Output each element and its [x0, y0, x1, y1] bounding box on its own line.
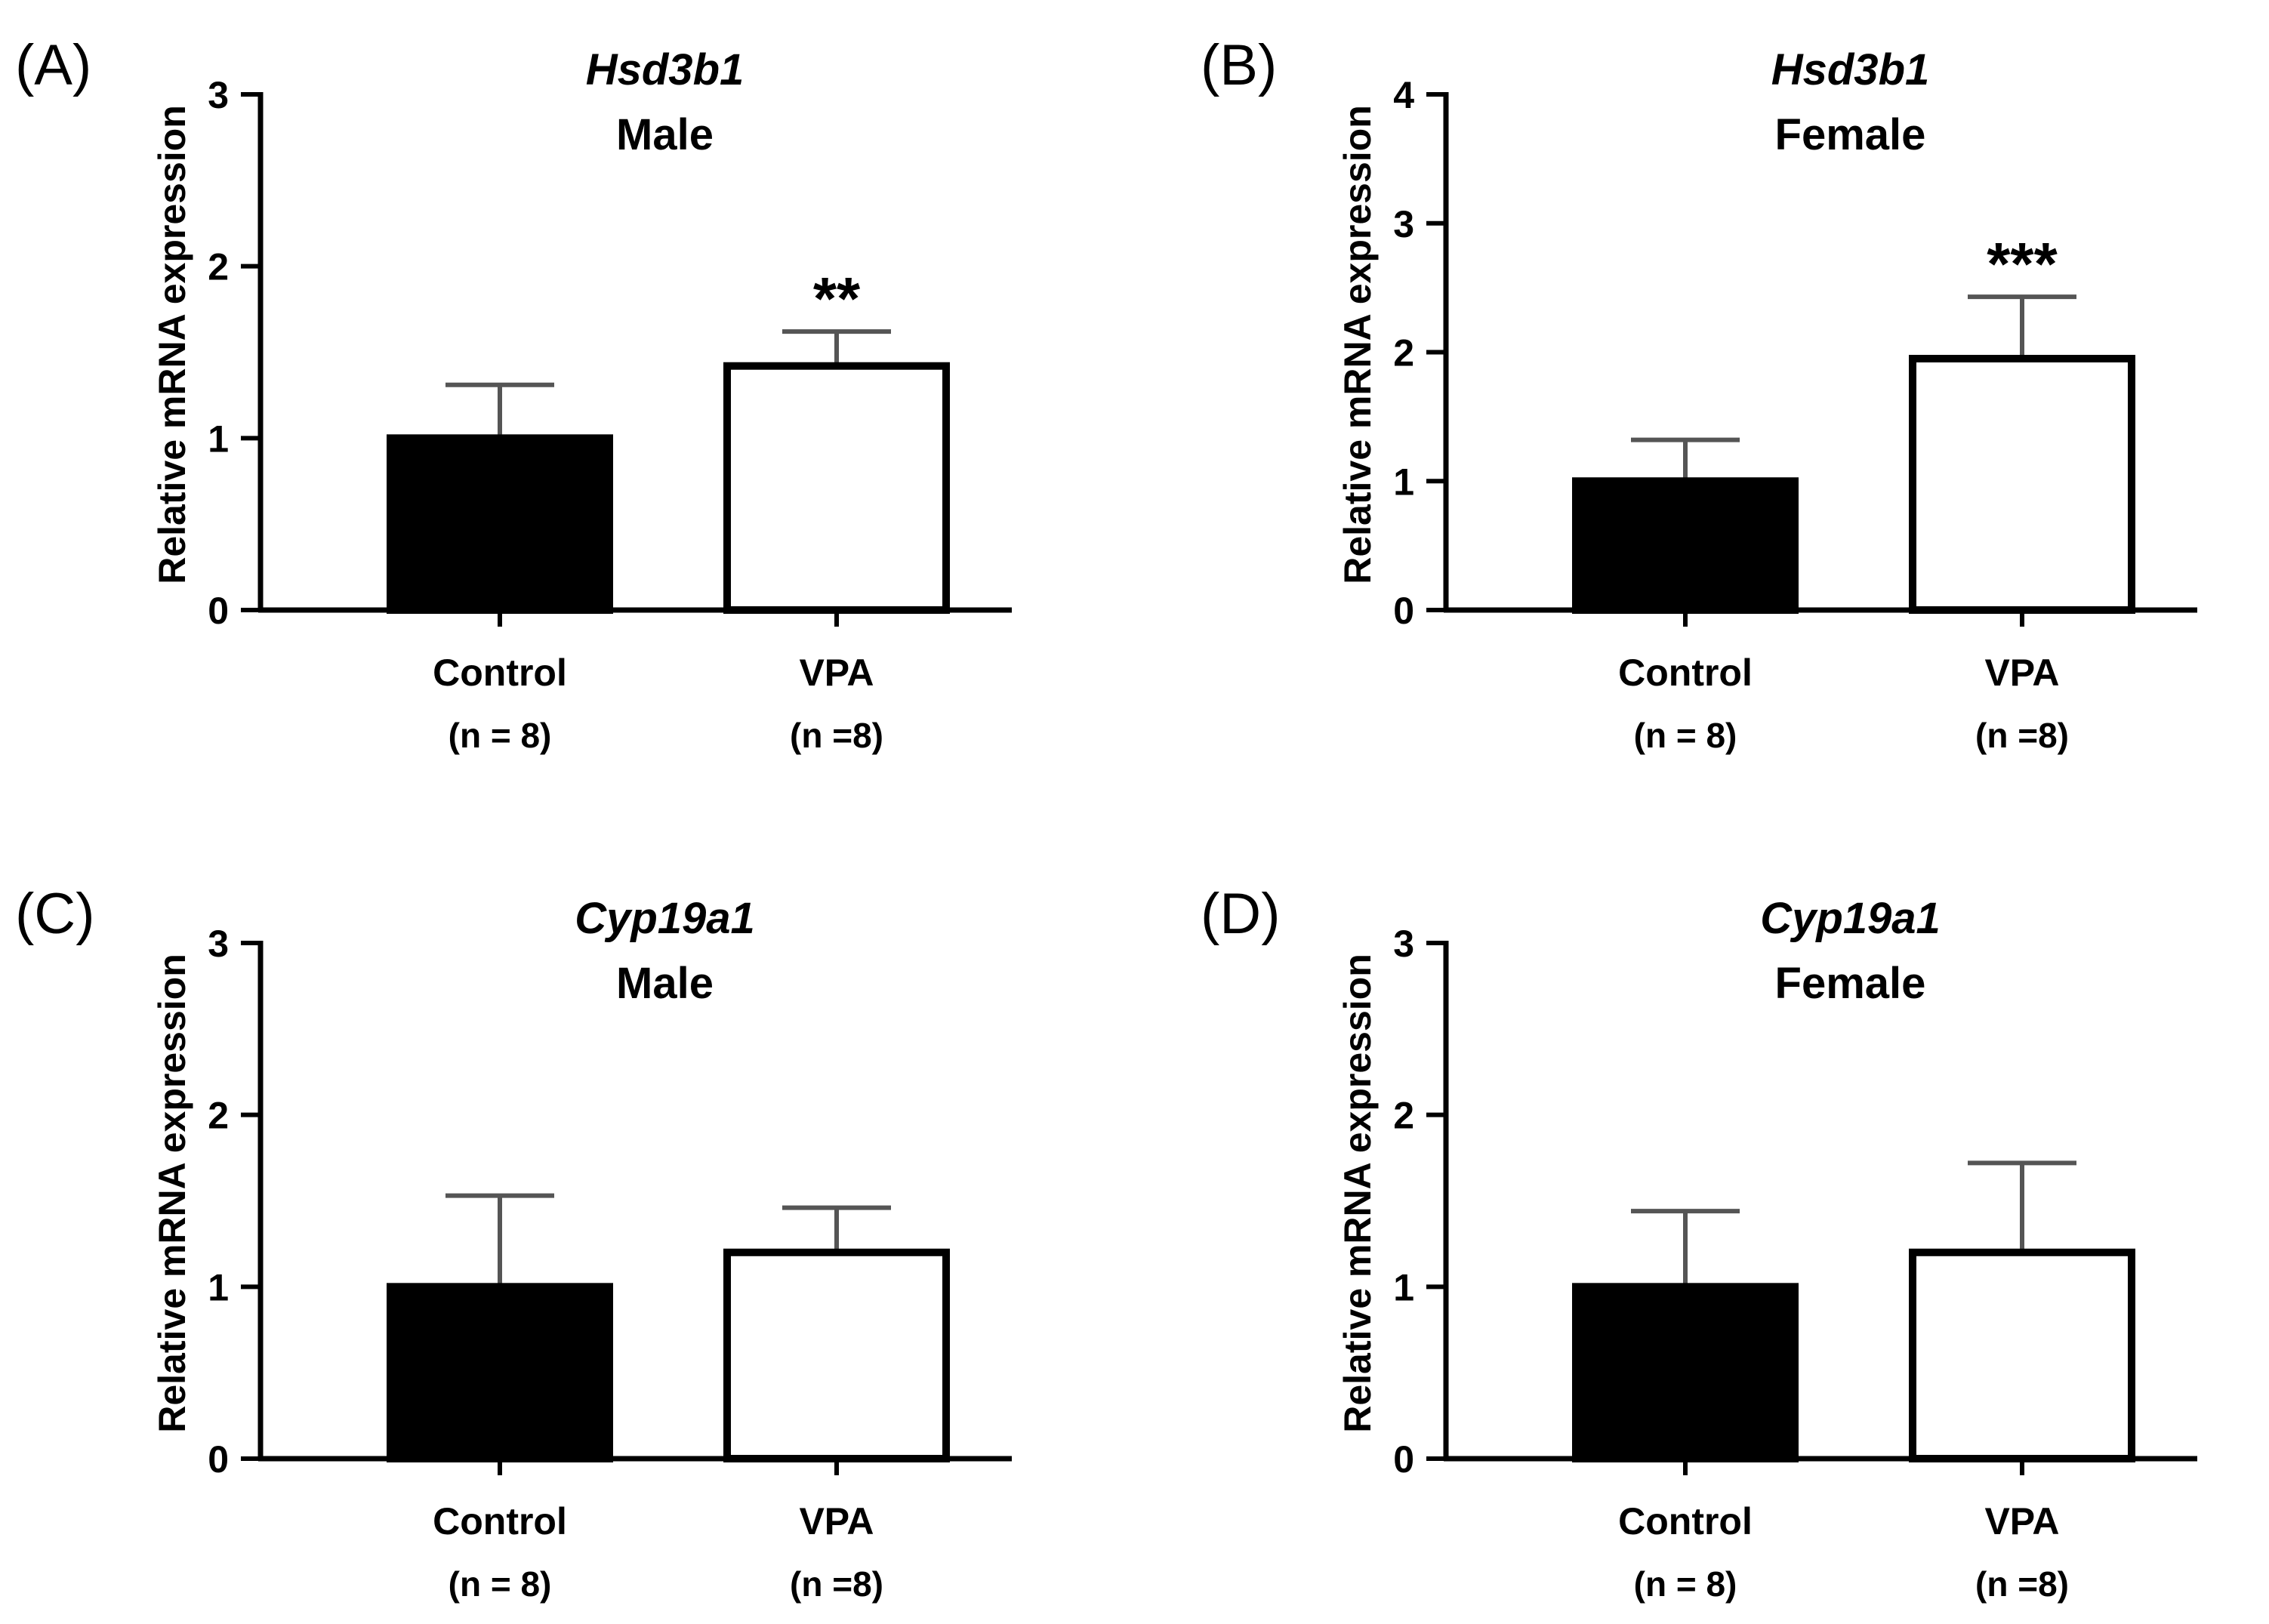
- bar-vpa: [1909, 355, 2135, 614]
- significance-marker: ***: [1987, 230, 2058, 297]
- n-label: (n =8): [1975, 716, 2069, 755]
- chart-panel-0: (A) Hsd3b1 Male Relative mRNA expression Con…: [15, 33, 1012, 755]
- chart-title: Cyp19a1: [1760, 894, 1941, 943]
- n-label: (n =8): [790, 1564, 883, 1604]
- n-label: (n = 8): [449, 1564, 552, 1604]
- chart-subtitle: Female: [1775, 959, 1926, 1008]
- bar-control: [1572, 1283, 1799, 1462]
- y-tick-label: 3: [208, 74, 229, 116]
- y-tick-label: 1: [208, 1266, 229, 1308]
- chart-title: Cyp19a1: [575, 894, 755, 943]
- bar-vpa: [723, 1248, 950, 1462]
- y-axis-label: Relative mRNA expression: [1336, 954, 1379, 1433]
- n-label: (n =8): [1975, 1564, 2069, 1604]
- chart-panel-1: (B) Hsd3b1 Female Relative mRNA expression C…: [1201, 33, 2197, 755]
- bar-vpa: [1909, 1248, 2135, 1462]
- n-label: (n =8): [790, 716, 883, 755]
- y-tick-label: 2: [208, 246, 229, 288]
- y-tick-label: 2: [208, 1095, 229, 1137]
- x-category-label: VPA: [799, 652, 874, 694]
- y-tick-label: 2: [1393, 332, 1414, 374]
- y-tick-label: 2: [1393, 1095, 1414, 1137]
- significance-marker: **: [813, 265, 861, 332]
- y-tick-label: 4: [1393, 74, 1414, 116]
- chart-subtitle: Male: [616, 959, 714, 1008]
- chart-panel-3: (D) Cyp19a1 Female Relative mRNA expression…: [1201, 882, 2197, 1604]
- x-category-label: Control: [433, 1500, 567, 1542]
- x-category-label: VPA: [799, 1500, 874, 1542]
- bar-control: [387, 1283, 613, 1462]
- x-category-label: VPA: [1984, 652, 2059, 694]
- chart-title: Hsd3b1: [1771, 45, 1930, 94]
- chart-subtitle: Female: [1775, 110, 1926, 159]
- y-tick-label: 3: [1393, 203, 1414, 245]
- x-category-label: Control: [1618, 652, 1753, 694]
- panel-label: (B): [1201, 33, 1277, 97]
- x-category-label: Control: [1618, 1500, 1753, 1542]
- y-tick-label: 1: [208, 418, 229, 460]
- y-tick-label: 0: [1393, 590, 1414, 632]
- y-axis-label: Relative mRNA expression: [151, 105, 193, 584]
- n-label: (n = 8): [449, 716, 552, 755]
- y-tick-label: 3: [1393, 923, 1414, 965]
- n-label: (n = 8): [1634, 1564, 1737, 1604]
- y-axis-label: Relative mRNA expression: [1336, 105, 1379, 584]
- y-tick-label: 0: [1393, 1438, 1414, 1481]
- y-tick-label: 1: [1393, 1266, 1414, 1308]
- panel-label: (A): [15, 33, 91, 97]
- chart-subtitle: Male: [616, 110, 714, 159]
- x-category-label: VPA: [1984, 1500, 2059, 1542]
- bar-vpa: [723, 362, 950, 614]
- chart-panel-2: (C) Cyp19a1 Male Relative mRNA expression Co…: [15, 882, 1012, 1604]
- x-category-label: Control: [433, 652, 567, 694]
- chart-title: Hsd3b1: [586, 45, 745, 94]
- panel-label: (D): [1201, 882, 1281, 946]
- n-label: (n = 8): [1634, 716, 1737, 755]
- y-tick-label: 1: [1393, 461, 1414, 503]
- bar-control: [387, 434, 613, 614]
- bar-control: [1572, 477, 1799, 614]
- y-tick-label: 3: [208, 923, 229, 965]
- y-tick-label: 0: [208, 590, 229, 632]
- y-axis-label: Relative mRNA expression: [151, 954, 193, 1433]
- y-tick-label: 0: [208, 1438, 229, 1481]
- panel-label: (C): [15, 882, 95, 946]
